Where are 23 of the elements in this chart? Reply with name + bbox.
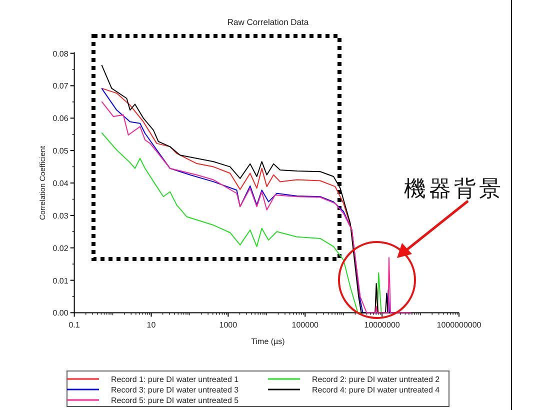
x-tick-label: 1000000000 (436, 320, 482, 330)
y-tick-label: 0.08 (52, 49, 69, 58)
x-tick-label: 10 (146, 320, 156, 330)
y-tick-label: 0.00 (52, 308, 69, 318)
legend-label: Record 3: pure DI water untreated 3 (111, 386, 240, 394)
y-tick-label: 0.04 (52, 179, 69, 188)
x-tick-label: 0.1 (68, 320, 80, 330)
x-tick-label: 10000000 (364, 320, 400, 330)
legend-label: Record 1: pure DI water untreated 1 (111, 375, 240, 384)
legend-label: Record 5: pure DI water untreated 5 (111, 396, 240, 405)
x-tick-label: 100000 (292, 320, 320, 330)
annotation: 機器背景 (404, 176, 504, 201)
y-tick-label: 0.05 (52, 146, 69, 156)
y-tick-label: 0.01 (52, 276, 69, 286)
legend-label: Record 2: pure DI water untreated 2 (312, 375, 440, 384)
x-tick-label: 1000 (219, 320, 238, 330)
y-tick-label: 0.02 (52, 244, 69, 253)
y-tick-label: 0.06 (52, 114, 69, 124)
x-axis-title: Time (µs) (251, 337, 286, 346)
y-tick-label: 0.07 (52, 82, 69, 91)
legend-label: Record 4: pure DI water untreated 4 (312, 386, 440, 394)
chart-title: Raw Correlation Data (227, 17, 309, 27)
y-tick-label: 0.03 (52, 211, 69, 220)
